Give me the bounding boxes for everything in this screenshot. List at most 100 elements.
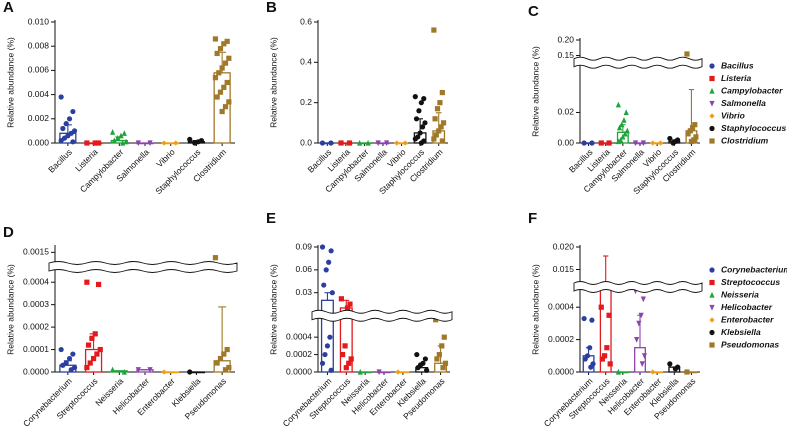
data-point	[434, 106, 441, 112]
data-point	[319, 140, 326, 146]
x-tick-label: Vibrio	[154, 147, 177, 170]
data-point	[346, 360, 352, 366]
y-tick-label: 0.0000	[23, 366, 49, 376]
legend-label: Campylobacter	[721, 85, 783, 95]
data-point	[422, 120, 428, 126]
data-point	[111, 137, 117, 144]
data-point	[615, 368, 621, 375]
data-point	[422, 356, 428, 362]
data-point	[68, 367, 74, 373]
data-point	[319, 244, 326, 250]
data-point	[599, 356, 605, 362]
data-point	[121, 130, 127, 136]
data-point	[436, 351, 442, 358]
data-point	[433, 132, 439, 138]
data-point	[375, 140, 381, 147]
data-point	[92, 331, 98, 337]
y-tick-label: 0.008	[28, 40, 50, 50]
legend-label: Salmonella	[721, 98, 766, 108]
data-point	[328, 140, 334, 146]
data-point	[632, 140, 639, 147]
y-tick-label: 0.010	[28, 16, 50, 26]
data-point	[348, 356, 354, 362]
data-point	[84, 279, 90, 285]
legend-marker	[709, 100, 715, 107]
data-point	[640, 296, 646, 303]
y-tick-label: 0.004	[28, 89, 50, 99]
legend-label: Clostridium	[721, 135, 769, 145]
data-point	[217, 355, 224, 362]
data-point	[440, 120, 447, 126]
panel: F Relative abundance (%) 0.0000 0.0002 0.000…	[528, 210, 787, 429]
data-point	[623, 109, 629, 116]
y-tick-label: 0.0000	[286, 366, 312, 376]
panel-letter: E	[266, 210, 276, 227]
data-point	[601, 353, 608, 359]
data-point	[684, 369, 690, 375]
data-point	[95, 281, 102, 288]
data-point	[58, 137, 64, 144]
data-point	[66, 116, 73, 122]
data-point	[97, 346, 103, 353]
data-point	[338, 140, 344, 146]
data-point	[395, 369, 401, 375]
data-point	[60, 125, 66, 132]
data-point	[89, 335, 95, 341]
panel: E Relative abundance (%) 0.0000 0.0002 0.000…	[266, 210, 453, 429]
data-point	[442, 360, 449, 366]
data-point	[424, 367, 430, 373]
y-tick-label: 0.0003	[23, 299, 49, 309]
data-point	[58, 346, 64, 353]
legend-label: Corynebacterium	[721, 264, 787, 274]
data-point	[187, 369, 193, 375]
data-point	[439, 343, 445, 349]
data-point	[587, 345, 593, 351]
data-point	[433, 317, 439, 323]
data-point	[581, 140, 587, 146]
data-point	[226, 364, 232, 371]
data-point	[84, 140, 90, 146]
data-point	[212, 255, 219, 261]
panel: D Relative abundance (%) 0.0000 0.0001 0.000…	[3, 224, 238, 429]
data-point	[109, 129, 116, 135]
data-point	[224, 79, 230, 86]
data-point	[440, 365, 446, 371]
axis-break	[573, 56, 703, 69]
bar	[634, 347, 646, 373]
data-point	[615, 101, 621, 108]
data-point	[328, 367, 334, 373]
data-point	[685, 131, 691, 137]
legend-label: Klebsiella	[721, 327, 761, 337]
legend-label: Vibrio	[721, 110, 745, 120]
data-point	[340, 351, 346, 358]
data-point	[412, 94, 418, 100]
data-point	[402, 140, 408, 146]
data-point	[638, 312, 644, 319]
data-point	[222, 367, 229, 373]
data-point	[192, 140, 198, 146]
data-point	[636, 320, 642, 327]
data-point	[419, 124, 426, 130]
y-tick-label: 0.0004	[23, 276, 49, 286]
data-point	[224, 38, 230, 44]
y-tick-label: 0.002	[28, 113, 50, 123]
data-point	[356, 139, 363, 146]
data-point	[58, 94, 64, 100]
data-point	[135, 140, 141, 147]
legend-label: Helicobacter	[721, 302, 773, 312]
legend-marker	[709, 304, 715, 311]
data-point	[438, 124, 444, 130]
data-point	[581, 315, 587, 322]
data-point	[94, 351, 100, 357]
data-point	[667, 135, 673, 142]
data-point	[219, 65, 225, 71]
data-point	[214, 94, 220, 100]
y-axis-label: Relative abundance (%)	[268, 264, 278, 355]
legend-marker	[709, 125, 715, 132]
y-tick-label: 0.0004	[286, 331, 312, 341]
y-tick-label: 0.06	[295, 264, 312, 274]
panel-letter: B	[266, 0, 277, 16]
data-point	[214, 50, 220, 57]
